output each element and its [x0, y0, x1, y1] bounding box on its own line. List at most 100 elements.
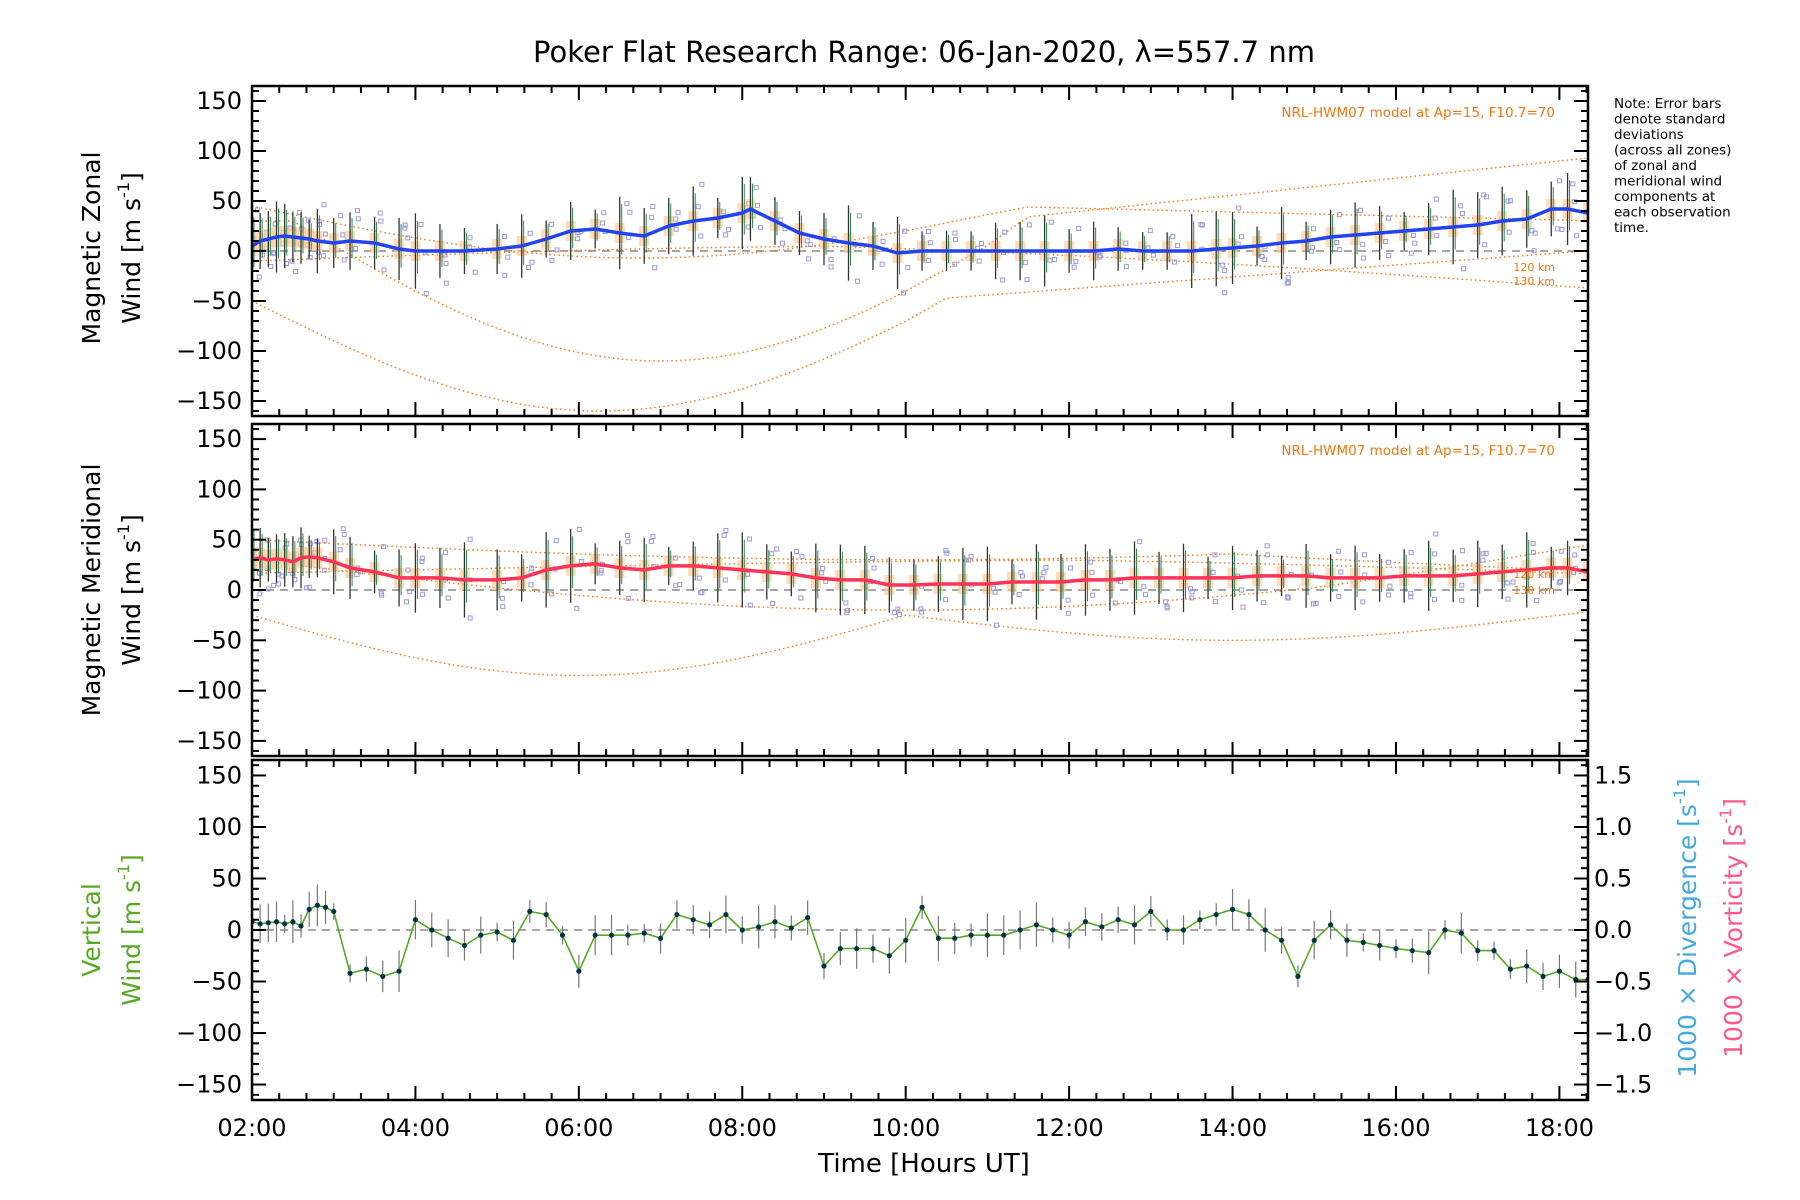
vertical-wind-point — [1197, 917, 1203, 923]
zone-marker — [1284, 280, 1290, 286]
vertical-wind-point — [1148, 908, 1154, 915]
vertical-wind-point — [870, 945, 876, 952]
zone-marker — [1408, 591, 1414, 597]
zone-marker — [993, 622, 999, 628]
altitude-label: 120 km — [1513, 568, 1555, 581]
zone-marker — [746, 536, 752, 542]
zone-marker — [1212, 552, 1218, 558]
zone-marker — [965, 557, 971, 563]
vertical-wind-point — [527, 908, 533, 915]
y-tick-label: −50 — [191, 968, 242, 996]
vertical-wind-point — [331, 908, 337, 915]
zone-marker — [1047, 257, 1053, 263]
zone-marker — [1459, 597, 1465, 603]
note-line: of zonal and — [1614, 158, 1697, 174]
zone-marker — [745, 224, 751, 230]
zone-marker — [952, 230, 958, 236]
zone-marker — [1073, 258, 1079, 264]
zone-marker — [625, 539, 631, 545]
vertical-y-axis-label: Vertical Wind [m s-1] — [77, 854, 146, 1006]
zone-marker — [1510, 579, 1516, 585]
y-tick-label: −150 — [176, 1071, 242, 1099]
zone-marker — [871, 565, 877, 571]
zone-marker — [880, 239, 886, 245]
y-tick-label: 150 — [196, 87, 242, 115]
zone-marker — [1483, 550, 1489, 556]
zone-marker — [726, 226, 732, 232]
vertical-wind-point — [1164, 927, 1170, 933]
zone-marker — [1175, 243, 1181, 249]
zone-marker — [1123, 264, 1129, 270]
zone-marker — [855, 278, 861, 284]
zone-marker — [1210, 569, 1216, 575]
zone-marker — [402, 222, 408, 228]
vertical-wind-point — [494, 929, 500, 935]
zone-marker — [1387, 583, 1393, 589]
zone-marker — [307, 254, 313, 260]
plot-area — [252, 157, 1588, 412]
vertical-wind-point — [854, 945, 860, 952]
altitude-label: 120 km — [1513, 261, 1555, 274]
zone-marker — [1150, 252, 1156, 258]
zone-marker — [1504, 580, 1510, 586]
zone-marker — [1556, 580, 1562, 586]
vertical-wind-point — [347, 970, 353, 976]
meridional-wind-line — [252, 555, 1588, 587]
vertical-wind-point — [478, 932, 484, 938]
zone-marker — [500, 604, 506, 610]
model-curve — [252, 157, 1586, 362]
zone-marker — [1024, 277, 1030, 283]
plot-area — [252, 523, 1588, 677]
zone-marker — [1097, 253, 1103, 259]
y-tick-label: 150 — [196, 425, 242, 453]
zone-marker — [321, 567, 327, 573]
zone-marker — [1412, 240, 1418, 246]
zone-marker — [992, 589, 998, 595]
zone-marker — [1076, 225, 1082, 231]
vertical-wind-point — [919, 904, 925, 910]
zone-marker — [321, 202, 327, 208]
zone-marker — [1112, 600, 1118, 606]
zone-marker — [820, 565, 826, 571]
vertical-wind-point — [837, 945, 843, 952]
vertical-wind-point — [322, 904, 329, 910]
zone-marker — [720, 209, 726, 215]
zone-marker — [780, 240, 786, 246]
zone-marker — [1432, 215, 1438, 221]
zone-marker — [807, 242, 813, 248]
vertical-wind-point — [306, 906, 312, 912]
zone-marker — [673, 583, 679, 589]
zone-marker — [650, 204, 656, 210]
zone-marker — [722, 577, 728, 583]
vertical-wind-point — [608, 932, 615, 938]
note-line: time. — [1614, 220, 1649, 236]
zone-marker — [402, 225, 408, 231]
vertical-wind-point — [1246, 911, 1252, 918]
divergence-axis-label: 1000 × Divergence [s-1] — [1670, 778, 1702, 1077]
zone-marker — [1336, 548, 1342, 554]
zone-marker — [354, 208, 360, 214]
altitude-label: 130 km — [1513, 275, 1555, 288]
zone-marker — [652, 265, 658, 271]
zone-marker — [673, 226, 679, 232]
vertical-wind-point — [1050, 927, 1056, 933]
vertical-wind-point — [1180, 927, 1187, 933]
zone-marker — [1142, 592, 1148, 598]
zone-marker — [1265, 552, 1271, 558]
zone-marker — [895, 606, 901, 612]
vertical-wind-point — [1311, 937, 1317, 943]
zone-marker — [1026, 222, 1032, 228]
zone-marker — [696, 575, 702, 581]
zone-marker — [627, 209, 633, 215]
zone-marker — [598, 570, 604, 576]
zone-marker — [1240, 604, 1246, 610]
vertical-wind-point — [984, 932, 991, 938]
zone-marker — [1557, 178, 1563, 184]
zone-marker — [1480, 557, 1486, 563]
vertical-wind-point — [1344, 937, 1350, 943]
x-tick-label: 04:00 — [381, 1114, 450, 1142]
vertical-wind-point — [1082, 919, 1089, 925]
y-tick-label: 50 — [211, 526, 242, 554]
zone-marker — [1187, 586, 1193, 592]
zone-marker — [673, 216, 679, 222]
